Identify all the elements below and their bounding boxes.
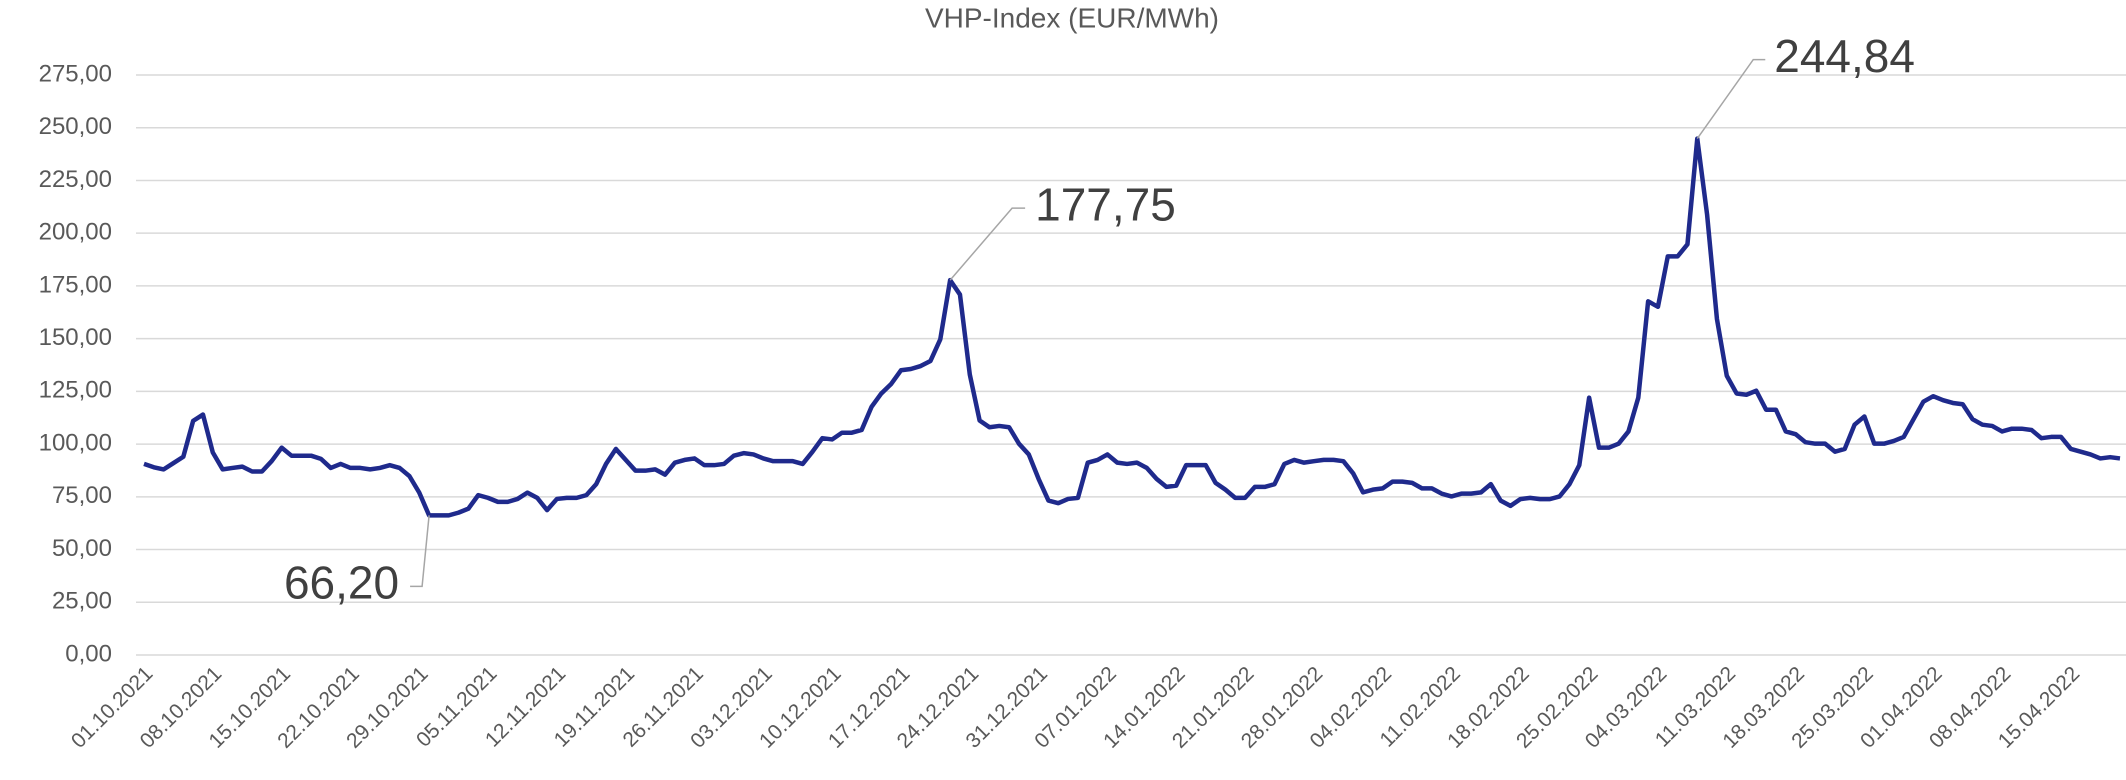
y-tick-label: 75,00 <box>52 482 112 509</box>
leader-line <box>1696 58 1766 140</box>
y-tick-label: 250,00 <box>39 113 112 140</box>
chart-title: VHP-Index (EUR/MWh) <box>925 2 1219 33</box>
data-line <box>143 136 2121 518</box>
y-tick-label: 25,00 <box>52 588 112 615</box>
y-tick-label: 150,00 <box>39 324 112 351</box>
y-tick-label: 200,00 <box>39 219 112 246</box>
data-label: 244,84 <box>1774 30 1915 82</box>
y-tick-label: 50,00 <box>52 535 112 562</box>
leader-line <box>410 515 430 588</box>
y-tick-label: 275,00 <box>39 60 112 87</box>
y-tick-label: 225,00 <box>39 166 112 193</box>
data-label: 177,75 <box>1035 178 1176 230</box>
y-tick-label: 0,00 <box>65 640 112 667</box>
y-tick-label: 175,00 <box>39 271 112 298</box>
leader-line <box>949 207 1026 281</box>
y-tick-label: 125,00 <box>39 377 112 404</box>
data-label: 66,20 <box>284 557 399 609</box>
y-tick-label: 100,00 <box>39 429 112 456</box>
